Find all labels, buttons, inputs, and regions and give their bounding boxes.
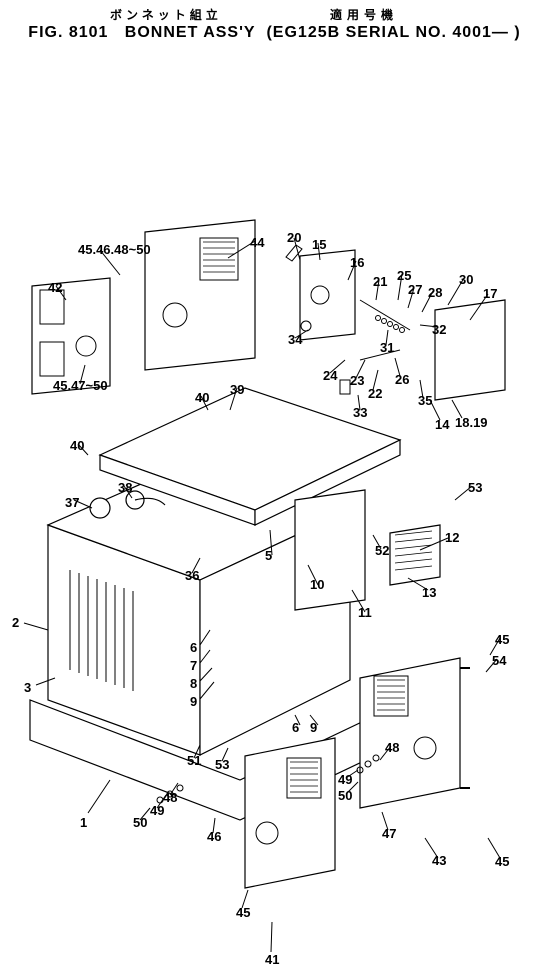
callout-38: 38	[118, 480, 132, 495]
callout-36: 36	[185, 568, 199, 583]
callout-10: 10	[310, 577, 324, 592]
exploded-diagram: 1235667899101112131415161718.19202122232…	[0, 60, 549, 940]
callout-15: 15	[312, 237, 326, 252]
callout-44: 44	[250, 235, 264, 250]
callout-39: 39	[230, 382, 244, 397]
callout-35: 35	[418, 393, 432, 408]
callout-32: 32	[432, 322, 446, 337]
callout-14: 14	[435, 417, 449, 432]
callout-5: 5	[265, 548, 272, 563]
callout-16: 16	[350, 255, 364, 270]
serial-range: (EG125B SERIAL NO. 4001— )	[266, 24, 520, 41]
callout-9: 9	[190, 694, 197, 709]
callout-12: 12	[445, 530, 459, 545]
callout-8: 8	[190, 676, 197, 691]
callout-22: 22	[368, 386, 382, 401]
callout-52: 52	[375, 543, 389, 558]
callout-43: 43	[432, 853, 446, 868]
callout-17: 17	[483, 286, 497, 301]
callout-51: 51	[187, 753, 201, 768]
fig-number: FIG. 8101	[28, 24, 108, 41]
callout-50: 50	[338, 788, 352, 803]
callout-21: 21	[373, 274, 387, 289]
callout-45: 45	[495, 854, 509, 869]
callout-48: 48	[385, 740, 399, 755]
callout-7: 7	[190, 658, 197, 673]
callout-23: 23	[350, 373, 364, 388]
callout-41: 41	[265, 952, 279, 967]
callout-40: 40	[70, 438, 84, 453]
callout-49: 49	[150, 803, 164, 818]
callout-34: 34	[288, 332, 302, 347]
callout-11: 11	[358, 605, 372, 620]
callout-37: 37	[65, 495, 79, 510]
callout-49: 49	[338, 772, 352, 787]
callout-45-46-48-50: 45.46.48~50	[78, 242, 151, 257]
assembly-name: BONNET ASS'Y	[125, 24, 256, 41]
figure-title: FIG. 8101 BONNET ASS'Y (EG125B SERIAL NO…	[0, 24, 549, 42]
callout-25: 25	[397, 268, 411, 283]
callout-20: 20	[287, 230, 301, 245]
callout-45: 45	[236, 905, 250, 920]
callout-26: 26	[395, 372, 409, 387]
callout-1: 1	[80, 815, 87, 830]
callout-45: 45	[495, 632, 509, 647]
header-jp-right: 適用号機	[330, 6, 398, 23]
callout-6: 6	[190, 640, 197, 655]
callout-50: 50	[133, 815, 147, 830]
callout-30: 30	[459, 272, 473, 287]
callout-9: 9	[310, 720, 317, 735]
callout-27: 27	[408, 282, 422, 297]
callout-40: 40	[195, 390, 209, 405]
callout-45-47-50: 45.47~50	[53, 378, 108, 393]
callout-33: 33	[353, 405, 367, 420]
callout-3: 3	[24, 680, 31, 695]
callout-42: 42	[48, 280, 62, 295]
callout-47: 47	[382, 826, 396, 841]
callout-28: 28	[428, 285, 442, 300]
callout-24: 24	[323, 368, 337, 383]
callout-13: 13	[422, 585, 436, 600]
callout-18-19: 18.19	[455, 415, 488, 430]
callout-31: 31	[380, 340, 394, 355]
callout-54: 54	[492, 653, 506, 668]
callout-53: 53	[215, 757, 229, 772]
header-jp-left: ボンネット組立	[110, 6, 222, 23]
callout-6: 6	[292, 720, 299, 735]
callout-53: 53	[468, 480, 482, 495]
callout-2: 2	[12, 615, 19, 630]
callout-46: 46	[207, 829, 221, 844]
callout-48: 48	[163, 790, 177, 805]
